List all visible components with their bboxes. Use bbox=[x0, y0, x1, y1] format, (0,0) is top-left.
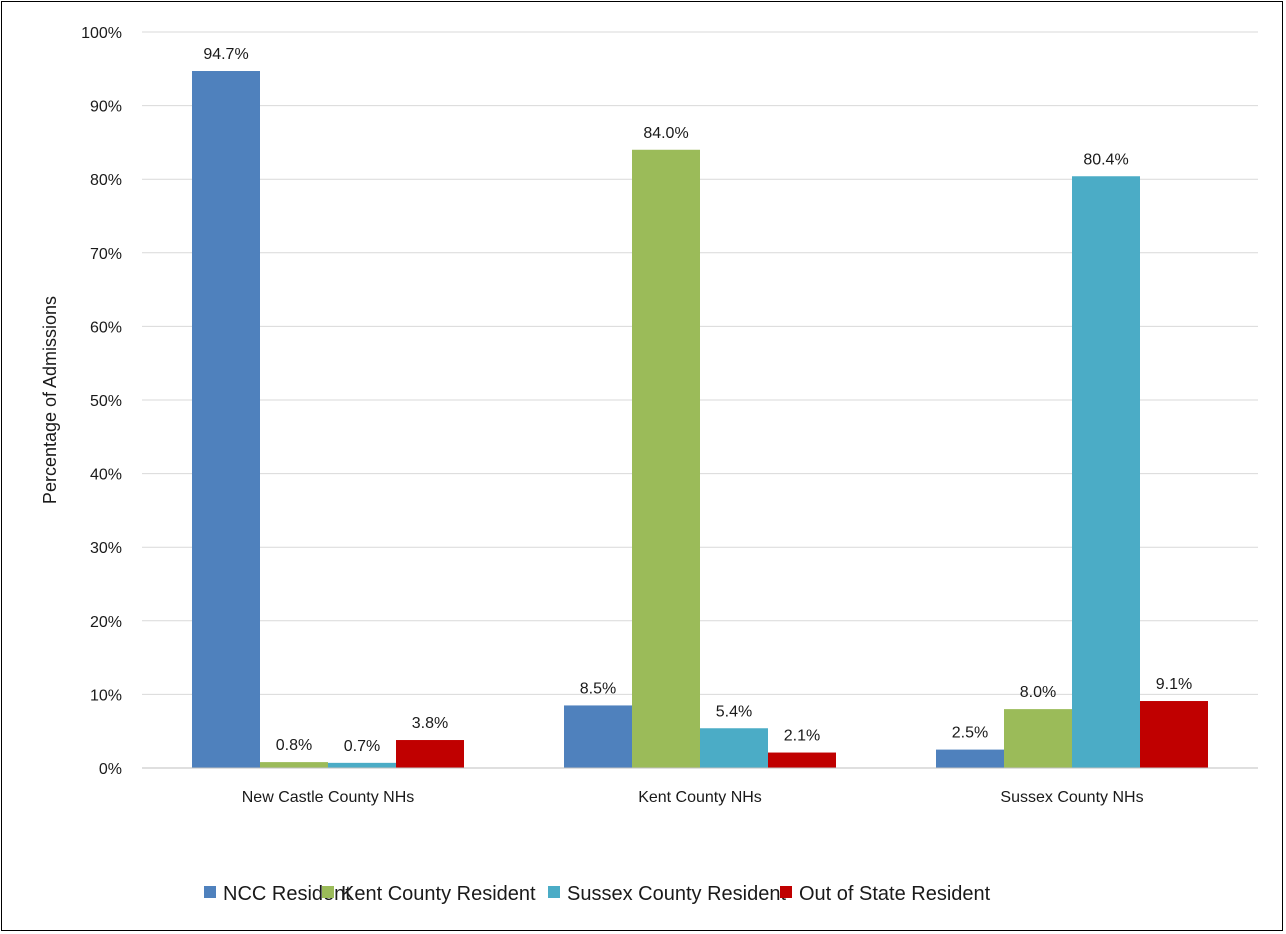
y-tick-label: 30% bbox=[90, 540, 122, 557]
y-tick-label: 60% bbox=[90, 319, 122, 336]
bar bbox=[396, 740, 464, 768]
bar bbox=[768, 752, 836, 768]
y-tick-label: 100% bbox=[81, 25, 122, 42]
data-label: 5.4% bbox=[716, 703, 752, 720]
legend-entry: Out of State Resident bbox=[799, 883, 991, 905]
bar bbox=[1140, 701, 1208, 768]
x-axis-categories: New Castle County NHs Kent County NHs Suss… bbox=[242, 789, 1144, 806]
data-label: 0.7% bbox=[344, 738, 380, 755]
bar bbox=[632, 149, 700, 768]
bar bbox=[700, 728, 768, 768]
legend-entry: Kent County Resident bbox=[341, 883, 536, 905]
legend-swatch bbox=[322, 886, 334, 898]
x-category-label: New Castle County NHs bbox=[242, 789, 415, 806]
y-axis-ticks: 0% 10% 20% 30% 40% 50% 60% 70% 80% 90% 100% bbox=[81, 25, 122, 778]
data-label: 9.1% bbox=[1156, 676, 1192, 693]
bar bbox=[1004, 709, 1072, 768]
y-tick-label: 40% bbox=[90, 467, 122, 484]
legend-swatch bbox=[204, 886, 216, 898]
legend-entry: Sussex County Resident bbox=[567, 883, 786, 905]
bar bbox=[564, 705, 632, 768]
y-tick-label: 50% bbox=[90, 393, 122, 410]
x-category-label: Sussex County NHs bbox=[1000, 789, 1143, 806]
legend-swatch bbox=[548, 886, 560, 898]
bar bbox=[1072, 176, 1140, 769]
data-label: 84.0% bbox=[643, 125, 688, 142]
bar bbox=[260, 762, 328, 768]
y-tick-label: 90% bbox=[90, 99, 122, 116]
bar bbox=[192, 71, 260, 769]
x-category-label: Kent County NHs bbox=[638, 789, 762, 806]
bars bbox=[192, 71, 1208, 769]
y-axis-label: Percentage of Admissions bbox=[40, 296, 60, 504]
data-label: 2.1% bbox=[784, 728, 820, 745]
data-label: 94.7% bbox=[203, 46, 248, 63]
legend-entry: NCC Resident bbox=[223, 883, 351, 905]
data-label: 8.5% bbox=[580, 680, 616, 697]
bar bbox=[936, 749, 1004, 768]
data-label: 2.5% bbox=[952, 725, 988, 742]
data-label: 8.0% bbox=[1020, 684, 1056, 701]
data-label: 0.8% bbox=[276, 737, 312, 754]
y-tick-label: 20% bbox=[90, 614, 122, 631]
y-tick-label: 70% bbox=[90, 246, 122, 263]
data-label: 3.8% bbox=[412, 715, 448, 732]
y-tick-label: 10% bbox=[90, 687, 122, 704]
y-tick-label: 0% bbox=[99, 761, 122, 778]
y-tick-label: 80% bbox=[90, 172, 122, 189]
data-labels: 94.7% 0.8% 0.7% 3.8% 8.5% 84.0% 5.4% 2.1% 2.5% 8.… bbox=[203, 46, 1192, 755]
bar bbox=[328, 762, 396, 768]
data-label: 80.4% bbox=[1083, 151, 1128, 168]
legend-swatch bbox=[780, 886, 792, 898]
